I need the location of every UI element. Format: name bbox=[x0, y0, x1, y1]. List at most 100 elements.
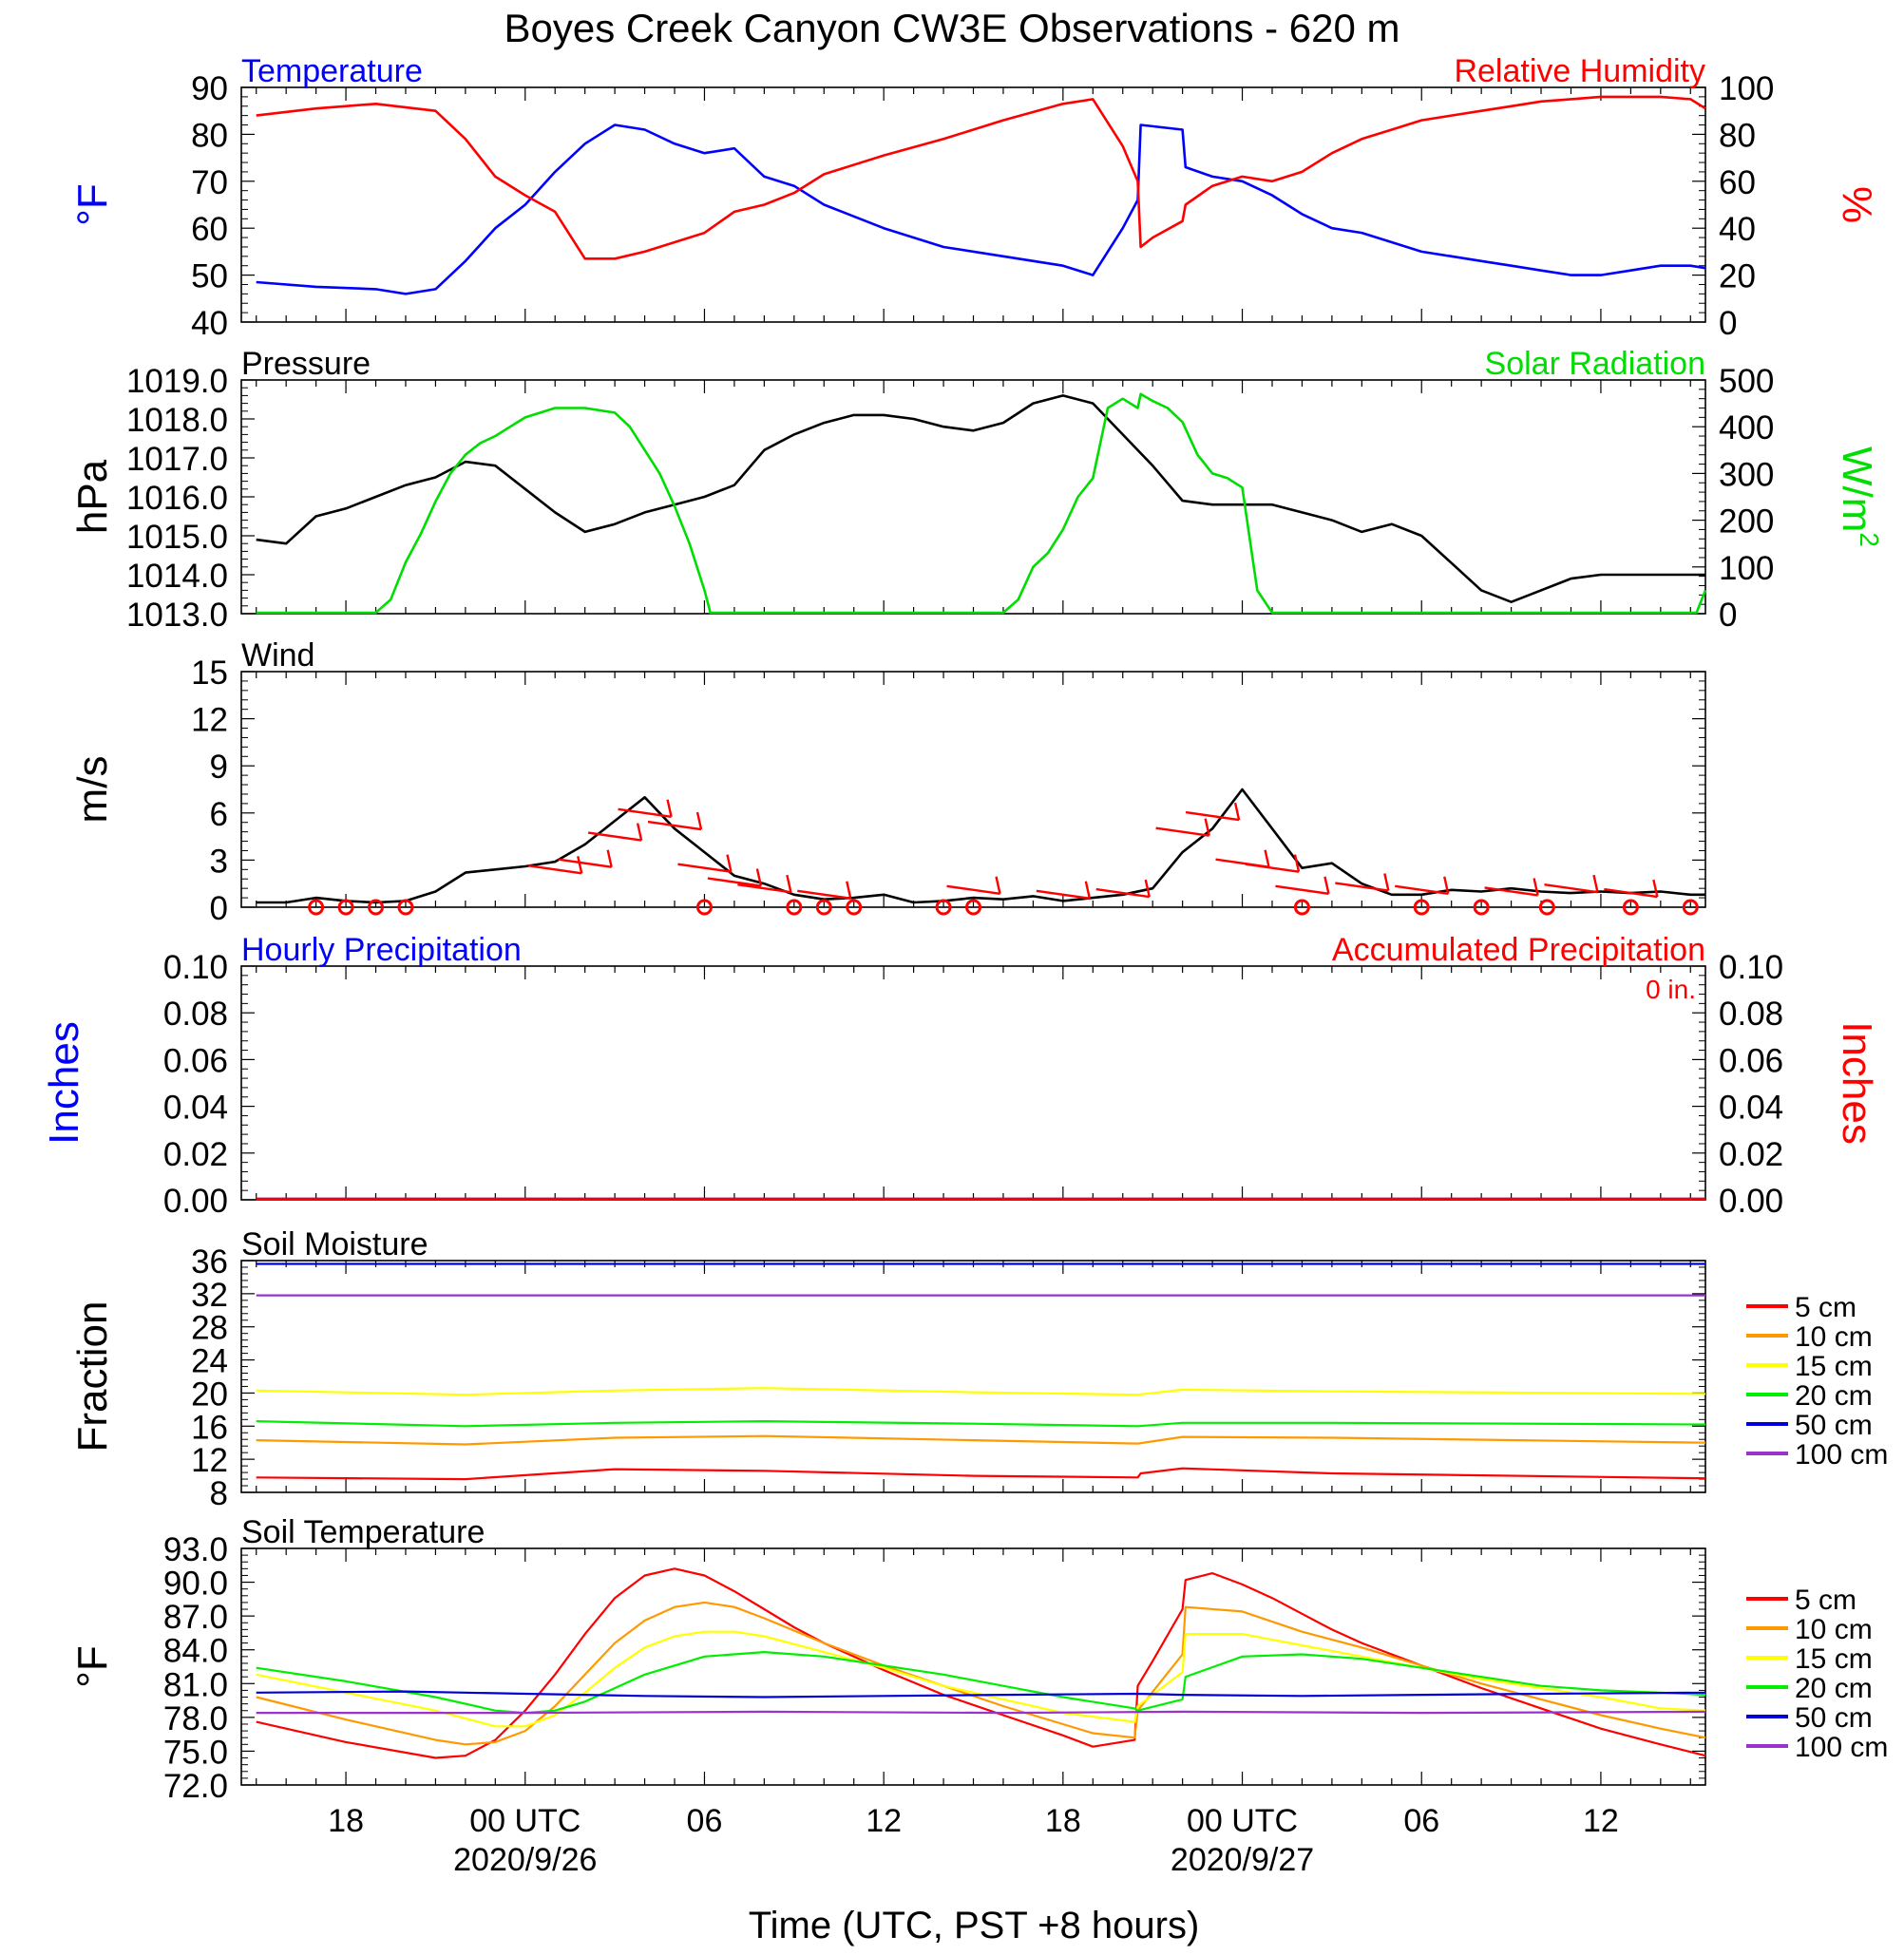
y-left-tick-label: 1013.0 bbox=[126, 597, 228, 634]
panel-temperature-humidity: 90 80 70 60 50 40 100 80 60 40 20 0 Temperature Relat… bbox=[69, 53, 1880, 342]
y-left-tick-label: 28 bbox=[191, 1310, 228, 1347]
y-left-tick-label: 90 bbox=[191, 70, 228, 107]
wind-barb-flag bbox=[1204, 818, 1210, 836]
y-right-tick-label: 20 bbox=[1719, 258, 1756, 295]
y-left-tick-label: 0.10 bbox=[163, 949, 228, 986]
x-axis: 18 00 UTC 06 12 18 00 UTC 06 12 2020/9/26 2020/9/… bbox=[328, 1803, 1619, 1878]
panel-right-title: Solar Radiation bbox=[1485, 346, 1705, 382]
y-right-axis-label-text: Inches bbox=[1834, 1021, 1880, 1145]
calm-wind-marker bbox=[815, 899, 832, 916]
plot-frame bbox=[240, 1547, 1706, 1786]
calm-wind-marker bbox=[1682, 899, 1699, 916]
y-left-tick-label: 6 bbox=[210, 796, 228, 833]
y-left-tick-label: 0.00 bbox=[163, 1183, 228, 1220]
wind-barb-staff bbox=[1395, 884, 1449, 896]
x-tick-label: 00 UTC bbox=[1187, 1803, 1298, 1839]
y-right-tick-label: 0 bbox=[1719, 305, 1737, 342]
calm-wind-marker bbox=[368, 899, 385, 916]
series-line-soil-5 bbox=[256, 1567, 1706, 1759]
y-right-tick-label: 0 bbox=[1719, 597, 1737, 634]
y-left-tick-label: 0.06 bbox=[163, 1042, 228, 1079]
wind-barb-flag bbox=[1264, 849, 1270, 867]
wind-barb-staff bbox=[677, 863, 732, 873]
wind-barb-flag bbox=[695, 811, 703, 830]
panel-left-title: Pressure bbox=[241, 346, 371, 382]
x-date-label: 2020/9/26 bbox=[453, 1842, 597, 1878]
y-right-tick-label: 40 bbox=[1719, 211, 1756, 248]
wind-barb-staff bbox=[1335, 882, 1389, 892]
y-left-tick-label: 36 bbox=[191, 1243, 228, 1281]
x-tick-label: 18 bbox=[1045, 1803, 1081, 1839]
panel-soil-temperature: 93.090.087.084.081.078.075.072.0 Soil Tem… bbox=[69, 1514, 1888, 1805]
y-left-tick-label: 93.0 bbox=[163, 1531, 228, 1568]
panel-precipitation: 0.10 0.08 0.06 0.04 0.02 0.00 0.10 0.08 0.06 0.04… bbox=[41, 932, 1880, 1220]
y-left-axis-label: °F bbox=[69, 183, 116, 225]
wind-barb-flag bbox=[1443, 876, 1450, 895]
wind-barb-staff bbox=[618, 807, 672, 818]
y-left-tick-label: 80 bbox=[191, 117, 228, 154]
x-tick-label: 00 UTC bbox=[469, 1803, 581, 1839]
y-right-tick-label: 100 bbox=[1719, 550, 1774, 587]
wind-barb-flag bbox=[1592, 874, 1599, 893]
y-right-tick-label: 300 bbox=[1719, 456, 1774, 493]
legend-label: 20 cm bbox=[1795, 1673, 1873, 1704]
y-left-tick-label: 32 bbox=[191, 1277, 228, 1314]
legend-label: 50 cm bbox=[1795, 1410, 1873, 1441]
series-line-pressure bbox=[256, 394, 1705, 604]
x-date-label: 2020/9/27 bbox=[1171, 1842, 1314, 1878]
wind-barb-flag bbox=[786, 874, 792, 893]
wind-barb-flag bbox=[666, 799, 673, 818]
y-left-tick-label: 84.0 bbox=[163, 1633, 228, 1670]
x-axis-title: Time (UTC, PST +8 hours) bbox=[749, 1905, 1200, 1946]
wind-barb-flag bbox=[726, 854, 733, 872]
series-line-soil-10 bbox=[256, 1601, 1706, 1746]
series-line-soil-5 bbox=[256, 1467, 1706, 1481]
panel-pressure-solar: 1019.01018.01017.01016.01015.01014.01013… bbox=[69, 346, 1884, 634]
y-right-axis-label-text: % bbox=[1834, 186, 1880, 223]
y-right-tick-label: 0.06 bbox=[1719, 1042, 1783, 1079]
panel-right-title: Accumulated Precipitation bbox=[1332, 932, 1705, 968]
wind-barb-staff bbox=[647, 820, 702, 831]
y-right-axis-label: % bbox=[1834, 186, 1880, 223]
y-left-tick-label: 20 bbox=[191, 1376, 228, 1413]
series-line-solar bbox=[256, 392, 1707, 615]
calm-wind-marker bbox=[1473, 899, 1490, 916]
y-left-tick-label: 0.08 bbox=[163, 996, 228, 1033]
y-right-tick-label: 200 bbox=[1719, 503, 1774, 541]
panel-left-title: Temperature bbox=[241, 53, 423, 89]
calm-wind-marker bbox=[337, 899, 354, 916]
series-line-humidity bbox=[256, 95, 1706, 260]
wind-barb-flag bbox=[1084, 881, 1092, 900]
y-left-tick-label: 1015.0 bbox=[126, 519, 228, 556]
legend-label: 15 cm bbox=[1795, 1643, 1873, 1675]
wind-barb-flag bbox=[1233, 802, 1241, 821]
y-left-axis-label: Fraction bbox=[69, 1301, 116, 1452]
y-left-tick-label: 1018.0 bbox=[126, 402, 228, 439]
wind-barb-staff bbox=[737, 883, 791, 894]
y-left-tick-label: 72.0 bbox=[163, 1768, 228, 1805]
calm-wind-marker bbox=[1293, 899, 1310, 916]
legend-label: 5 cm bbox=[1795, 1292, 1856, 1323]
legend-label: 5 cm bbox=[1795, 1585, 1856, 1616]
y-right-tick-label: 500 bbox=[1719, 363, 1774, 400]
y-right-axis-label: Inches bbox=[1834, 1021, 1880, 1145]
y-right-axis-label: W/m2 bbox=[1834, 446, 1884, 547]
wind-barb-staff bbox=[528, 864, 582, 875]
calm-wind-marker bbox=[1622, 899, 1639, 916]
y-left-tick-label: 24 bbox=[191, 1343, 228, 1380]
y-left-tick-label: 16 bbox=[191, 1409, 228, 1446]
wind-barb-flag bbox=[755, 868, 763, 886]
wind-barb-flag bbox=[1323, 876, 1330, 895]
y-right-tick-label: 400 bbox=[1719, 409, 1774, 446]
calm-wind-marker bbox=[1538, 899, 1555, 916]
y-left-axis-label: hPa bbox=[69, 459, 116, 534]
y-left-tick-label: 12 bbox=[191, 1442, 228, 1479]
panel-wind: 15 12 9 6 3 0 Wind m/s bbox=[69, 637, 1706, 927]
precip-total-annotation: 0 in. bbox=[1646, 975, 1696, 1004]
wind-barb-flag bbox=[846, 881, 852, 900]
calm-wind-marker bbox=[786, 899, 803, 916]
wind-barb-flag bbox=[1383, 873, 1390, 891]
y-left-tick-label: 70 bbox=[191, 164, 228, 201]
panel-left-title: Hourly Precipitation bbox=[241, 932, 522, 968]
panel-left-title: Wind bbox=[241, 637, 314, 674]
